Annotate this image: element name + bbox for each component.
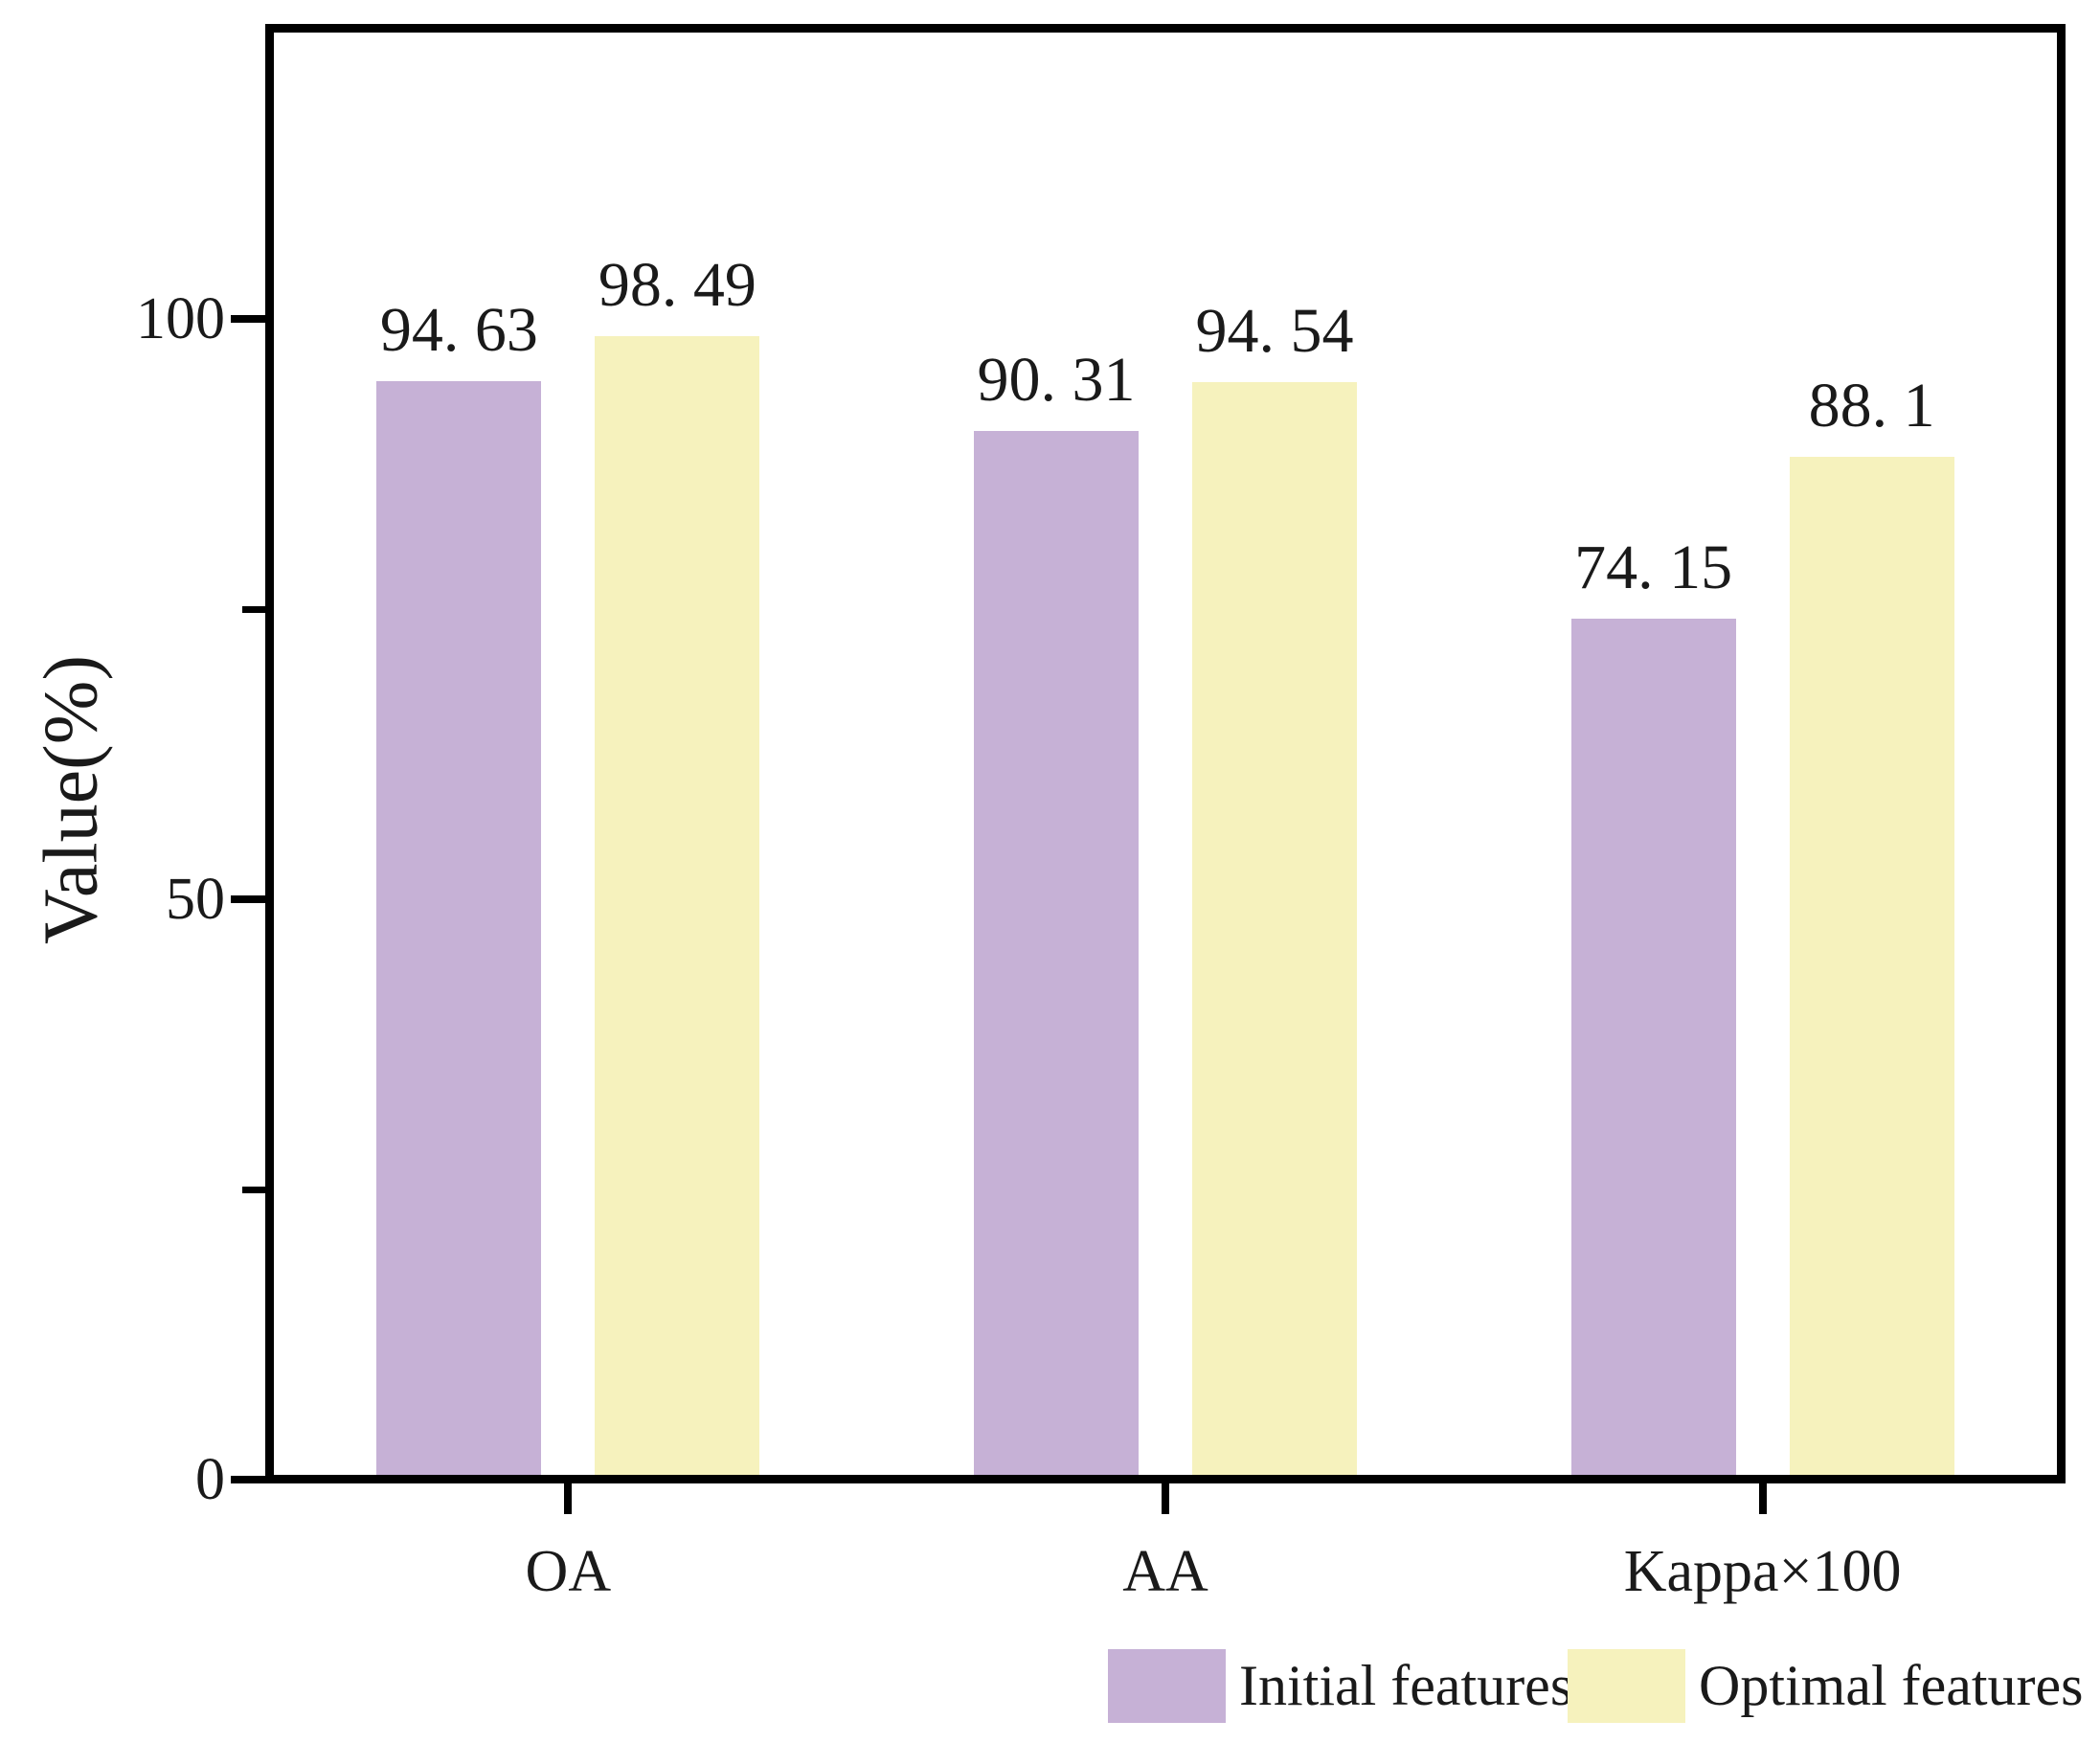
x-axis-tick	[564, 1475, 573, 1514]
bar-optimal-features-oa	[595, 336, 760, 1476]
bar-value-label: 74. 15	[1574, 532, 1733, 603]
legend-label-optimal-features: Optimal features	[1699, 1654, 2084, 1717]
bar-value-label: 90. 31	[977, 345, 1136, 416]
legend-swatch-initial-features	[1108, 1649, 1226, 1723]
x-axis-tick	[1162, 1475, 1169, 1514]
bar-initial-features-oa	[376, 381, 542, 1476]
bar-initial-features-kappa-100	[1570, 619, 1736, 1476]
bar-value-label: 94. 54	[1195, 296, 1354, 367]
x-axis-tick	[1758, 1475, 1767, 1514]
x-tick-label-oa: OA	[525, 1539, 612, 1604]
legend-swatch-optimal-features	[1568, 1649, 1685, 1723]
y-axis-major-tick	[231, 1476, 274, 1483]
y-tick-label: 0	[195, 1447, 225, 1512]
legend-label-initial-features: Initial features	[1239, 1654, 1573, 1717]
x-tick-label-aa: AA	[1122, 1539, 1208, 1604]
x-tick-label-kappa-100: Kappa×100	[1623, 1539, 1902, 1604]
y-axis-minor-tick	[242, 1186, 274, 1193]
y-axis-major-tick	[231, 895, 274, 903]
bar-value-label: 98. 49	[598, 250, 756, 321]
y-axis-minor-tick	[242, 605, 274, 613]
y-tick-label: 100	[136, 286, 225, 351]
bar-value-label: 94. 63	[379, 295, 538, 366]
bar-value-label: 88. 1	[1808, 371, 1935, 441]
bar-initial-features-aa	[974, 431, 1139, 1476]
y-tick-label: 50	[166, 867, 225, 932]
y-axis-major-tick	[231, 315, 274, 323]
bar-optimal-features-kappa-100	[1789, 457, 1954, 1476]
bar-optimal-features-aa	[1192, 382, 1357, 1476]
